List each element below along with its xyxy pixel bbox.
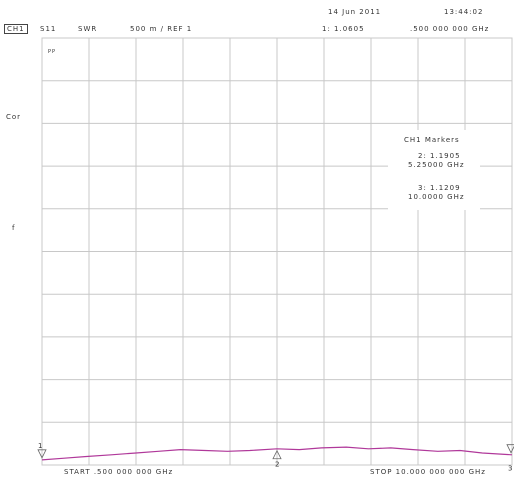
marker-3-value: 3: 1.1209: [418, 184, 461, 192]
markers-layer: 1 2 3: [37, 442, 514, 473]
marker-1-symbol: [37, 449, 47, 459]
marker-2-label: 2: [275, 461, 280, 469]
series-trace: [41, 446, 513, 461]
marker-2-freq: 5.25000 GHz: [408, 161, 465, 169]
marker-3-symbol: [506, 444, 514, 454]
correction-label: Cor: [6, 113, 22, 121]
marker-3-label: 3: [508, 465, 513, 473]
format-label: SWR: [78, 25, 98, 33]
pp-label: PP: [48, 49, 57, 55]
active-marker-freq: .500 000 000 GHz: [410, 25, 490, 33]
stop-frequency: STOP 10.000 000 000 GHz: [370, 468, 486, 476]
markers-title: CH1 Markers: [404, 136, 460, 144]
date-label: 14 Jun 2011: [328, 8, 382, 16]
markers-panel: CH1 Markers 2: 1.1905 5.25000 GHz 3: 1.1…: [388, 130, 480, 210]
marker-2-value: 2: 1.1905: [418, 152, 461, 160]
time-label: 13:44:02: [444, 8, 484, 16]
parameter-label: S11: [40, 25, 57, 33]
channel-indicator[interactable]: CH1: [4, 24, 28, 34]
chart-grid: [41, 37, 513, 466]
f-label: f: [12, 224, 16, 232]
marker-1-label: 1: [38, 442, 43, 450]
marker-3-freq: 10.0000 GHz: [408, 193, 465, 201]
start-frequency: START .500 000 000 GHz: [64, 468, 174, 476]
active-marker-value: 1: 1.0605: [322, 25, 365, 33]
scale-label: 500 m / REF 1: [130, 25, 193, 33]
marker-2-symbol: [272, 449, 282, 460]
